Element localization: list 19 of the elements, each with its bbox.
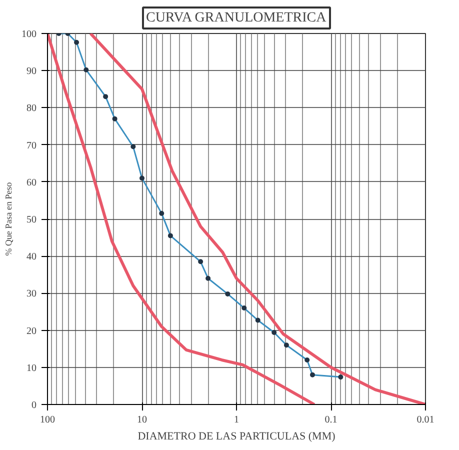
x-tick-label: 10	[137, 414, 147, 426]
y-tick-label: 60	[26, 177, 36, 188]
y-tick-label: 0	[32, 400, 36, 411]
y-tick-label: 80	[26, 103, 36, 114]
y-tick-label: 50	[26, 214, 36, 226]
y-tick-label: 90	[26, 66, 36, 78]
x-tick-label: 100	[40, 414, 55, 426]
x-tick-label: 0.1	[324, 414, 338, 426]
y-tick-label: 30	[26, 288, 36, 300]
x-tick-label: 1	[234, 414, 239, 426]
y-tick-label: 10	[26, 362, 36, 374]
y-tick-label: 70	[26, 140, 36, 152]
y-tick-label: 40	[26, 252, 36, 263]
x-tick-label: 0.01	[416, 414, 434, 426]
x-axis-title: DIAMETRO DE LAS PARTICULAS (MM)	[138, 430, 336, 442]
chart-title: CURVA GRANULOMETRICA	[146, 10, 328, 26]
y-axis-title: % Que Pasa en Peso	[4, 182, 14, 256]
y-tick-label: 20	[26, 326, 36, 337]
y-tick-label: 100	[22, 29, 36, 40]
